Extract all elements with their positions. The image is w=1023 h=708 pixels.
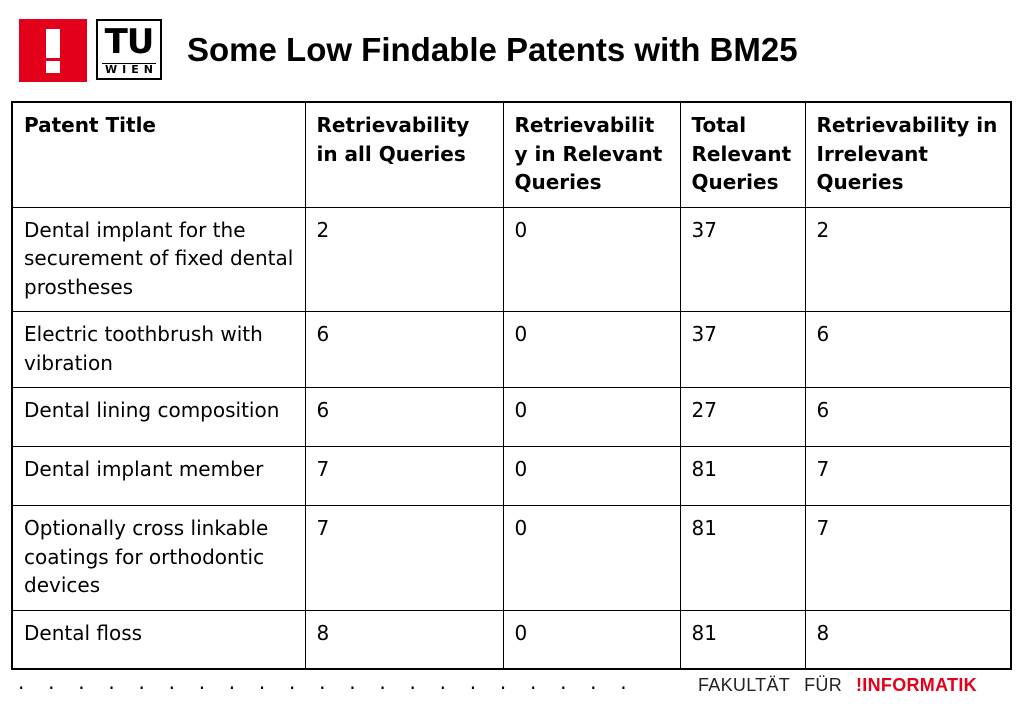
footer-fakultaet: FAKULTÄT [698,675,791,695]
cell-retrievability-relevant: 0 [502,446,681,506]
logo-divider [102,63,156,64]
table-row: Dental lining composition 6 0 27 6 [11,387,1012,447]
cell-total-relevant: 81 [679,609,806,670]
exclamation-logo-icon [19,19,87,82]
cell-total-relevant: 37 [679,206,806,312]
cell-total-relevant: 81 [679,446,806,506]
cell-total-relevant: 27 [679,387,806,447]
table-row: Dental floss 8 0 81 8 [11,609,1012,670]
cell-patent-title: Dental implant for the securement of fix… [11,206,306,312]
dotted-divider: . . . . . . . . . . . . . . . . . . . . … [18,670,643,694]
cell-retrievability-irrelevant: 6 [804,311,1012,388]
table-row: Dental implant for the securement of fix… [11,206,1012,312]
cell-retrievability-all: 6 [304,387,504,447]
cell-patent-title: Electric toothbrush with vibration [11,311,306,388]
cell-patent-title: Dental implant member [11,446,306,506]
cell-total-relevant: 37 [679,311,806,388]
table-row: Optionally cross linkable coatings for o… [11,505,1012,611]
cell-retrievability-relevant: 0 [502,609,681,670]
footer-fuer: FÜR [804,675,842,695]
column-header-total-relevant: Total Relevant Queries [679,101,806,208]
table-header-row: Patent Title Retrievability in all Queri… [11,101,1012,208]
column-header-retrievability-relevant: Retrievabilit y in Relevant Queries [502,101,681,208]
table-row: Electric toothbrush with vibration 6 0 3… [11,311,1012,388]
exclamation-mark-icon [46,28,60,73]
cell-retrievability-irrelevant: 6 [804,387,1012,447]
cell-retrievability-irrelevant: 8 [804,609,1012,670]
cell-patent-title: Dental lining composition [11,387,306,447]
cell-retrievability-all: 7 [304,505,504,611]
cell-retrievability-all: 6 [304,311,504,388]
wien-logo-letters: WIEN [105,63,158,76]
column-header-patent-title: Patent Title [11,101,306,208]
page-title: Some Low Findable Patents with BM25 [187,31,798,68]
faculty-footer: FAKULTÄT FÜR !INFORMATIK [698,674,977,696]
cell-retrievability-irrelevant: 7 [804,505,1012,611]
cell-retrievability-relevant: 0 [502,505,681,611]
cell-retrievability-irrelevant: 2 [804,206,1012,312]
tu-logo-letters: TU [104,22,155,62]
footer-informatik: !INFORMATIK [856,675,977,695]
tu-wien-logo: TU WIEN [96,19,162,80]
cell-total-relevant: 81 [679,505,806,611]
patents-table: Patent Title Retrievability in all Queri… [11,101,1012,670]
cell-patent-title: Optionally cross linkable coatings for o… [11,505,306,611]
cell-retrievability-relevant: 0 [502,206,681,312]
cell-retrievability-relevant: 0 [502,311,681,388]
table-row: Dental implant member 7 0 81 7 [11,446,1012,506]
cell-retrievability-all: 8 [304,609,504,670]
cell-retrievability-all: 7 [304,446,504,506]
cell-retrievability-relevant: 0 [502,387,681,447]
column-header-retrievability-all: Retrievability in all Queries [304,101,504,208]
cell-retrievability-all: 2 [304,206,504,312]
cell-retrievability-irrelevant: 7 [804,446,1012,506]
column-header-retrievability-irrelevant: Retrievability in Irrelevant Queries [804,101,1012,208]
cell-patent-title: Dental floss [11,609,306,670]
